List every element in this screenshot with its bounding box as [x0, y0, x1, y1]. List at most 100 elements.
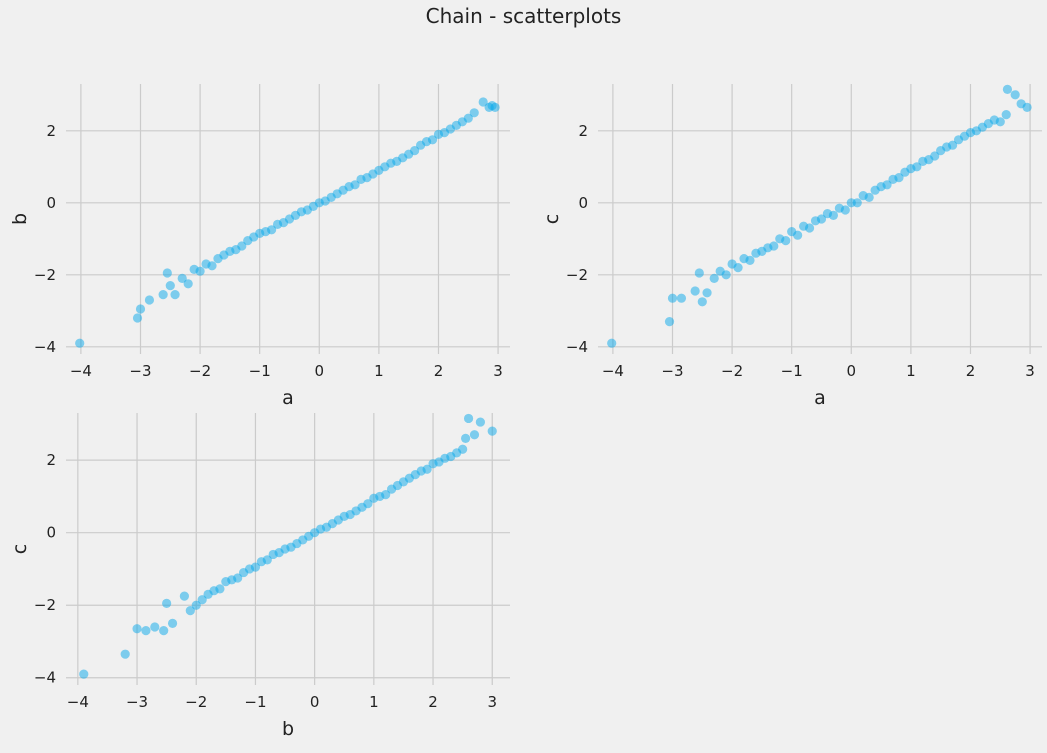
scatter-point [463, 413, 474, 424]
scatter-point [852, 198, 862, 208]
scatter-point [177, 273, 187, 283]
x-axis-label: a [282, 387, 294, 409]
scatter-point [141, 626, 151, 636]
scatter-point [1002, 84, 1013, 94]
scatter-point [458, 444, 468, 454]
x-tick-label: 2 [428, 693, 438, 711]
x-tick-label: 3 [493, 362, 503, 380]
scatter-point [769, 241, 779, 251]
y-tick-label: 2 [46, 451, 56, 469]
scatter-point [1022, 102, 1032, 112]
scatter-point [702, 288, 712, 298]
scatter-point [882, 180, 892, 190]
scatter-point [132, 313, 143, 323]
x-tick-label: 3 [1025, 362, 1035, 380]
y-tick-label: 0 [46, 194, 56, 212]
scatter-point [165, 281, 175, 291]
scatter-point [207, 261, 217, 271]
scatter-point [162, 598, 172, 609]
scatter-point [167, 618, 178, 628]
scatter-point [804, 223, 815, 233]
scatter-point [75, 338, 85, 348]
x-tick-label: −2 [185, 693, 207, 711]
y-tick-label: −4 [34, 669, 56, 687]
scatter-point [840, 205, 850, 215]
x-tick-label: −4 [602, 362, 624, 380]
y-tick-label: −2 [34, 266, 56, 284]
scatter-point [144, 295, 155, 305]
scatter-point [930, 151, 940, 161]
x-tick-label: 0 [847, 362, 857, 380]
x-tick-label: −3 [126, 693, 148, 711]
x-tick-label: −3 [129, 362, 151, 380]
scatter-point [745, 255, 755, 265]
scatter-point [233, 573, 243, 583]
x-tick-label: −2 [189, 362, 211, 380]
scatter-point [816, 214, 827, 224]
y-tick-label: −2 [34, 596, 56, 614]
scatter-point [676, 293, 687, 303]
y-axis-label: b [9, 213, 31, 225]
scatter-point [215, 584, 225, 594]
scatter-point [191, 600, 201, 610]
x-tick-label: 2 [966, 362, 976, 380]
scatter-point [721, 270, 731, 280]
y-tick-label: −4 [566, 338, 588, 356]
y-tick-label: 2 [46, 122, 56, 140]
scatter-point [664, 317, 675, 327]
scatter-point [463, 113, 473, 123]
scatter-point [469, 108, 479, 118]
x-tick-label: −1 [781, 362, 803, 380]
x-tick-label: 0 [310, 693, 320, 711]
scatter-point [79, 669, 89, 679]
x-tick-label: 2 [434, 362, 444, 380]
x-axis-label: b [282, 718, 294, 740]
scatter-point [490, 102, 500, 112]
scatter-point [667, 293, 678, 303]
x-tick-label: −3 [661, 362, 683, 380]
x-tick-label: −4 [70, 362, 92, 380]
scatter-point [894, 173, 904, 183]
scatter-point [487, 426, 497, 436]
scatter-point [607, 338, 617, 348]
scatter-point [120, 649, 130, 659]
x-tick-label: 1 [906, 362, 916, 380]
scatter-point [422, 464, 432, 474]
y-tick-label: −2 [566, 266, 588, 284]
scatter-point [478, 97, 488, 107]
scatter-point [237, 241, 247, 251]
scatter-point [262, 555, 272, 565]
x-tick-label: 1 [369, 693, 379, 711]
scatter-point [948, 140, 958, 150]
x-axis-label: a [814, 387, 826, 409]
scatter-point [864, 192, 874, 202]
scatter-point [690, 286, 700, 296]
scatter-point [427, 135, 438, 145]
x-tick-label: −2 [721, 362, 743, 380]
scatter-point [912, 162, 922, 172]
scatter-point [162, 268, 172, 278]
scatter-point [150, 622, 160, 632]
scatter-point [170, 290, 180, 300]
scatter-point [195, 266, 205, 276]
scatter-point [135, 304, 146, 314]
scatter-point [350, 180, 360, 190]
scatter-point [697, 297, 707, 307]
scatter-point [781, 236, 791, 246]
scatter-point [132, 624, 142, 634]
scatter-point [1010, 90, 1020, 100]
scatter-point [197, 595, 207, 605]
scatter-point [709, 273, 719, 283]
x-tick-label: 3 [487, 693, 497, 711]
scatter-point [250, 562, 261, 572]
scatter-point [267, 225, 277, 235]
scatter-point [469, 430, 480, 440]
figure-title: Chain - scatterplots [425, 4, 622, 28]
subplot-1: −4 −3 −2 −1 0 1 2 3 −4 −2 0 2 a b [9, 84, 510, 409]
y-axis-label: c [9, 544, 31, 554]
scatter-point [363, 499, 373, 509]
x-tick-label: −4 [67, 693, 89, 711]
y-tick-label: 0 [46, 524, 56, 542]
x-tick-label: 0 [315, 362, 325, 380]
